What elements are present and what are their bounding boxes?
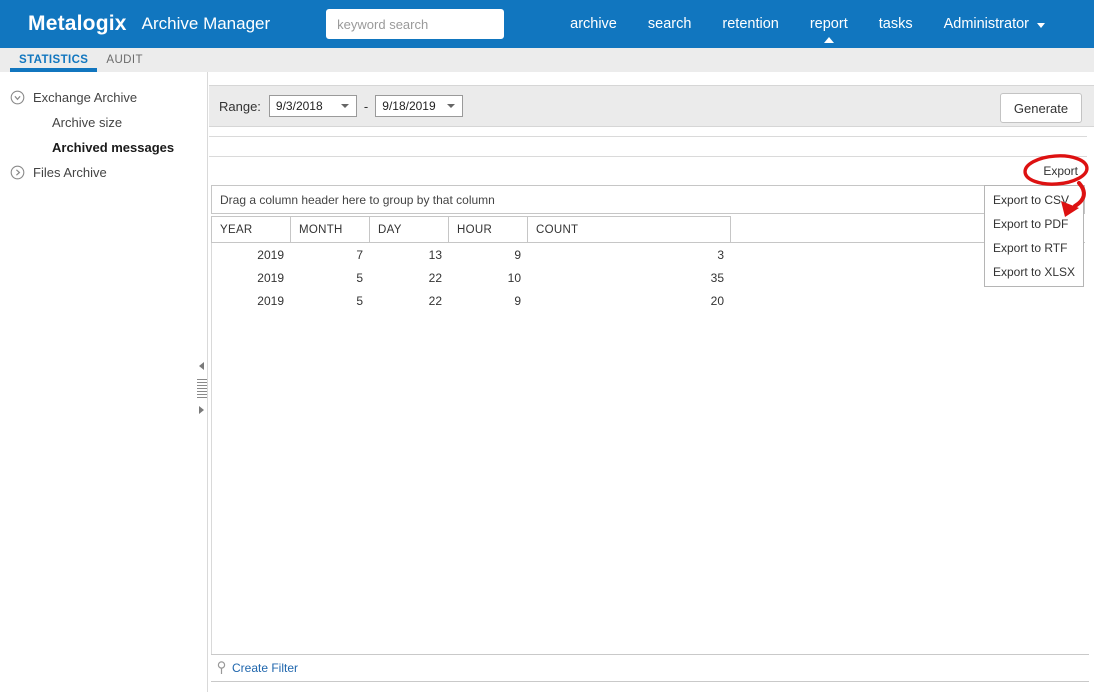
filter-icon <box>216 661 227 675</box>
export-link[interactable]: Export <box>1043 164 1078 178</box>
cell-day: 22 <box>428 293 442 308</box>
section-divider <box>209 156 1087 157</box>
table-row[interactable]: 2019 7 13 9 3 <box>212 243 1085 266</box>
active-nav-indicator-icon <box>823 37 834 43</box>
cell-year: 2019 <box>257 293 284 308</box>
range-separator: - <box>363 98 369 114</box>
sidebar-item-exchange-archive[interactable]: Exchange Archive <box>0 85 207 110</box>
metalogix-logo: Metalogix <box>28 12 127 35</box>
chevron-down-icon <box>447 104 456 108</box>
cell-year: 2019 <box>257 247 284 262</box>
user-menu[interactable]: Administrator <box>944 16 1045 32</box>
sidebar-item-archive-size[interactable]: Archive size <box>0 110 207 135</box>
app-header: Metalogix Archive Manager archive search… <box>0 0 1094 48</box>
menu-item-export-rtf[interactable]: Export to RTF <box>993 241 1068 255</box>
app-title: Archive Manager <box>141 14 271 33</box>
grid-filter-bar: Create Filter <box>211 654 1089 682</box>
cell-hour: 10 <box>507 270 521 285</box>
sidebar-item-label: Files Archive <box>33 165 107 180</box>
table-body: 2019 7 13 9 3 2019 5 22 10 35 2019 5 22 … <box>211 243 1085 654</box>
report-tree-sidebar: Exchange Archive Archive size Archived m… <box>0 72 208 692</box>
sidebar-item-label: Archived messages <box>52 140 175 155</box>
export-dropdown-menu: Export to CSV Export to PDF Export to RT… <box>984 185 1084 287</box>
cell-month: 7 <box>356 247 363 262</box>
table-header-row: YEAR MONTH DAY HOUR COUNT <box>211 216 1085 243</box>
nav-retention[interactable]: retention <box>722 16 779 32</box>
cell-hour: 9 <box>514 293 521 308</box>
collapse-node-icon[interactable] <box>10 90 25 105</box>
cell-hour: 9 <box>514 247 521 262</box>
cell-day: 22 <box>428 270 442 285</box>
chevron-down-icon <box>1037 22 1045 28</box>
sidebar-splitter-handle[interactable] <box>195 362 208 414</box>
section-divider <box>209 136 1087 137</box>
cell-count: 3 <box>717 247 724 262</box>
grid-export-band: Export <box>209 157 1087 185</box>
user-menu-label: Administrator <box>943 16 1029 32</box>
collapse-left-icon[interactable] <box>199 362 204 370</box>
sidebar-item-label: Exchange Archive <box>33 90 138 105</box>
expand-right-icon[interactable] <box>199 406 204 414</box>
column-header-year[interactable]: YEAR <box>211 216 291 243</box>
column-header-day[interactable]: DAY <box>370 216 449 243</box>
section-tabbar: STATISTICS AUDIT <box>0 48 1094 72</box>
splitter-grip-icon[interactable] <box>196 378 207 398</box>
range-from-dropdown[interactable]: 9/3/2018 <box>268 95 357 117</box>
keyword-search-input[interactable] <box>326 9 505 39</box>
menu-item-export-csv[interactable]: Export to CSV <box>993 193 1070 207</box>
nav-report-label: report <box>809 16 848 32</box>
create-filter-link[interactable]: Create Filter <box>232 661 299 675</box>
tab-statistics[interactable]: STATISTICS <box>10 48 98 72</box>
table-row[interactable]: 2019 5 22 9 20 <box>212 289 1085 312</box>
menu-item-export-pdf[interactable]: Export to PDF <box>993 217 1069 231</box>
range-label: Range: <box>219 98 261 114</box>
sidebar-item-files-archive[interactable]: Files Archive <box>0 160 207 185</box>
group-by-drop-zone[interactable]: Drag a column header here to group by th… <box>211 185 1085 214</box>
range-to-value: 9/18/2019 <box>382 99 436 113</box>
menu-item-export-xlsx[interactable]: Export to XLSX <box>993 265 1076 279</box>
range-toolbar: Range: 9/3/2018 - 9/18/2019 Generate <box>209 85 1094 127</box>
expand-node-icon[interactable] <box>10 165 25 180</box>
tab-audit[interactable]: AUDIT <box>106 54 143 66</box>
column-header-count[interactable]: COUNT <box>528 216 731 243</box>
top-nav: archive search retention report tasks <box>570 16 913 43</box>
cell-count: 35 <box>710 270 724 285</box>
group-hint-text: Drag a column header here to group by th… <box>220 192 495 207</box>
table-row[interactable]: 2019 5 22 10 35 <box>212 266 1085 289</box>
chevron-down-icon <box>340 104 349 108</box>
cell-month: 5 <box>356 293 363 308</box>
column-header-month[interactable]: MONTH <box>291 216 370 243</box>
nav-tasks[interactable]: tasks <box>878 16 913 32</box>
report-content: Range: 9/3/2018 - 9/18/2019 Generate Exp… <box>209 72 1094 692</box>
range-from-value: 9/3/2018 <box>275 99 323 113</box>
sidebar-item-archived-messages[interactable]: Archived messages <box>0 135 207 160</box>
sidebar-item-label: Archive size <box>52 115 123 130</box>
nav-archive[interactable]: archive <box>570 16 617 32</box>
cell-month: 5 <box>356 270 363 285</box>
range-to-dropdown[interactable]: 9/18/2019 <box>375 95 464 117</box>
column-header-hour[interactable]: HOUR <box>449 216 528 243</box>
cell-count: 20 <box>710 293 724 308</box>
cell-day: 13 <box>428 247 442 262</box>
nav-report[interactable]: report <box>809 16 848 43</box>
generate-button[interactable]: Generate <box>1000 93 1082 123</box>
nav-search[interactable]: search <box>647 16 692 32</box>
column-header-filler <box>731 216 1085 243</box>
cell-year: 2019 <box>257 270 284 285</box>
